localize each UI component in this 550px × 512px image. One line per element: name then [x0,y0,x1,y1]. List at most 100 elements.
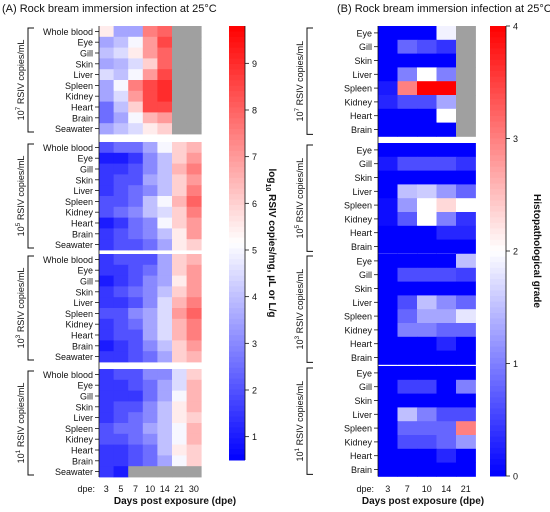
colorbar-segment [229,243,245,249]
colorbar-segment [490,104,506,111]
heatmap-cell [397,198,418,213]
colorbar-tick-label: 2 [252,386,257,396]
heatmap-cell [142,390,158,402]
heatmap-cell [456,448,476,463]
row-label: Kidney [344,97,372,107]
heatmap-cell [417,108,437,123]
heatmap-cell [456,421,476,436]
x-tick-label: 14 [160,484,170,494]
heatmap-cell [172,26,187,38]
colorbar-segment [229,205,245,211]
colorbar-tick-label: 0 [513,472,518,482]
heatmap-cell [172,412,187,424]
colorbar-segment [229,150,245,157]
heatmap-cell [172,217,187,229]
heatmap-cell [113,264,129,276]
heatmap-cell [128,286,144,298]
colorbar-segment [229,237,245,244]
colorbar-segment [229,58,245,65]
colorbar-segment [490,419,506,426]
colorbar-segment [229,308,245,315]
heatmap-cell [128,466,144,478]
row-label: Liver [352,70,372,80]
colorbar-segment [229,324,245,331]
colorbar-segment [229,335,245,342]
colorbar-segment [229,449,245,456]
dose-group-0: Eye Gill Skin Liver Spleen Kidney Heart Brain 10… [294,26,476,137]
heatmap-cell [128,123,144,135]
row-label: Brain [351,465,372,475]
heatmap-cell [172,185,187,197]
row-label: Liver [352,298,372,308]
heatmap-cell [436,39,457,54]
heatmap-cell [142,297,158,309]
colorbar-segment [229,74,245,81]
heatmap-cell [113,390,129,402]
colorbar-segment [229,291,245,298]
colorbar-segment [229,438,245,445]
row-label: Skin [75,287,93,297]
colorbar-tick-label: 8 [252,106,257,116]
colorbar-segment [490,363,506,370]
heatmap-cell [113,196,129,208]
heatmap-cell [378,407,398,422]
heatmap-cell [128,254,144,266]
colorbar-segment [229,210,245,217]
colorbar-segment [229,313,245,320]
colorbar-tick-label: 3 [252,339,257,349]
heatmap-cell [172,275,187,287]
heatmap-cell [417,239,437,254]
heatmap-cell [186,26,202,38]
heatmap-cell [436,184,457,199]
heatmap-cell [186,379,202,391]
heatmap-cell [142,455,158,467]
heatmap-cell [128,36,144,48]
row-label: Spleen [65,424,93,434]
heatmap-cell [456,254,476,269]
heatmap-cell [172,123,187,135]
heatmap-cell [397,309,418,324]
heatmap-cell [128,340,144,352]
heatmap-cell [456,225,476,240]
heatmap-cell [99,112,114,124]
colorbar-segment [490,436,506,443]
heatmap-cell [99,69,114,81]
colorbar-segment [490,189,506,196]
row-label: Whole blood [43,27,93,37]
colorbar-segment [229,139,245,146]
heatmap-cell [436,108,457,123]
x-axis-prefix: dpe: [356,484,374,494]
heatmap-cell [142,58,158,70]
colorbar-segment [490,228,506,235]
heatmap-cell [417,323,437,338]
colorbar-segment [490,239,506,246]
heatmap-cell [99,239,114,251]
heatmap-cell [99,206,114,218]
colorbar-segment [229,286,245,293]
colorbar-segment [490,318,506,325]
colorbar-segment [229,297,245,304]
colorbar-segment [229,167,245,173]
colorbar-segment [490,397,506,404]
row-label: Heart [71,331,94,341]
heatmap-cell [113,239,129,251]
heatmap-cell [113,80,129,92]
dose-group-1: Eye Gill Skin Liver Spleen Kidney Heart Brain 10… [294,143,476,254]
dose-group-1: Whole bloodEyeGillSkinLiverSpleenKidneyH… [15,142,202,251]
heatmap-cell [397,281,418,296]
heatmap-cell [397,81,418,96]
heatmap-cell [186,466,202,478]
heatmap-cell [378,435,398,450]
colorbar-segment [229,405,245,412]
row-label: Kidney [65,320,93,330]
heatmap-cell [436,421,457,436]
heatmap-cell [113,318,129,330]
row-label: Brain [72,113,93,123]
heatmap-cell [142,401,158,413]
heatmap-cell [397,421,418,436]
dose-group-label: 107 RSIV copies/mL [294,41,305,122]
colorbar-segment [229,384,245,390]
heatmap-cell [397,212,418,227]
heatmap-cell [142,466,158,478]
heatmap-cell [99,423,114,435]
